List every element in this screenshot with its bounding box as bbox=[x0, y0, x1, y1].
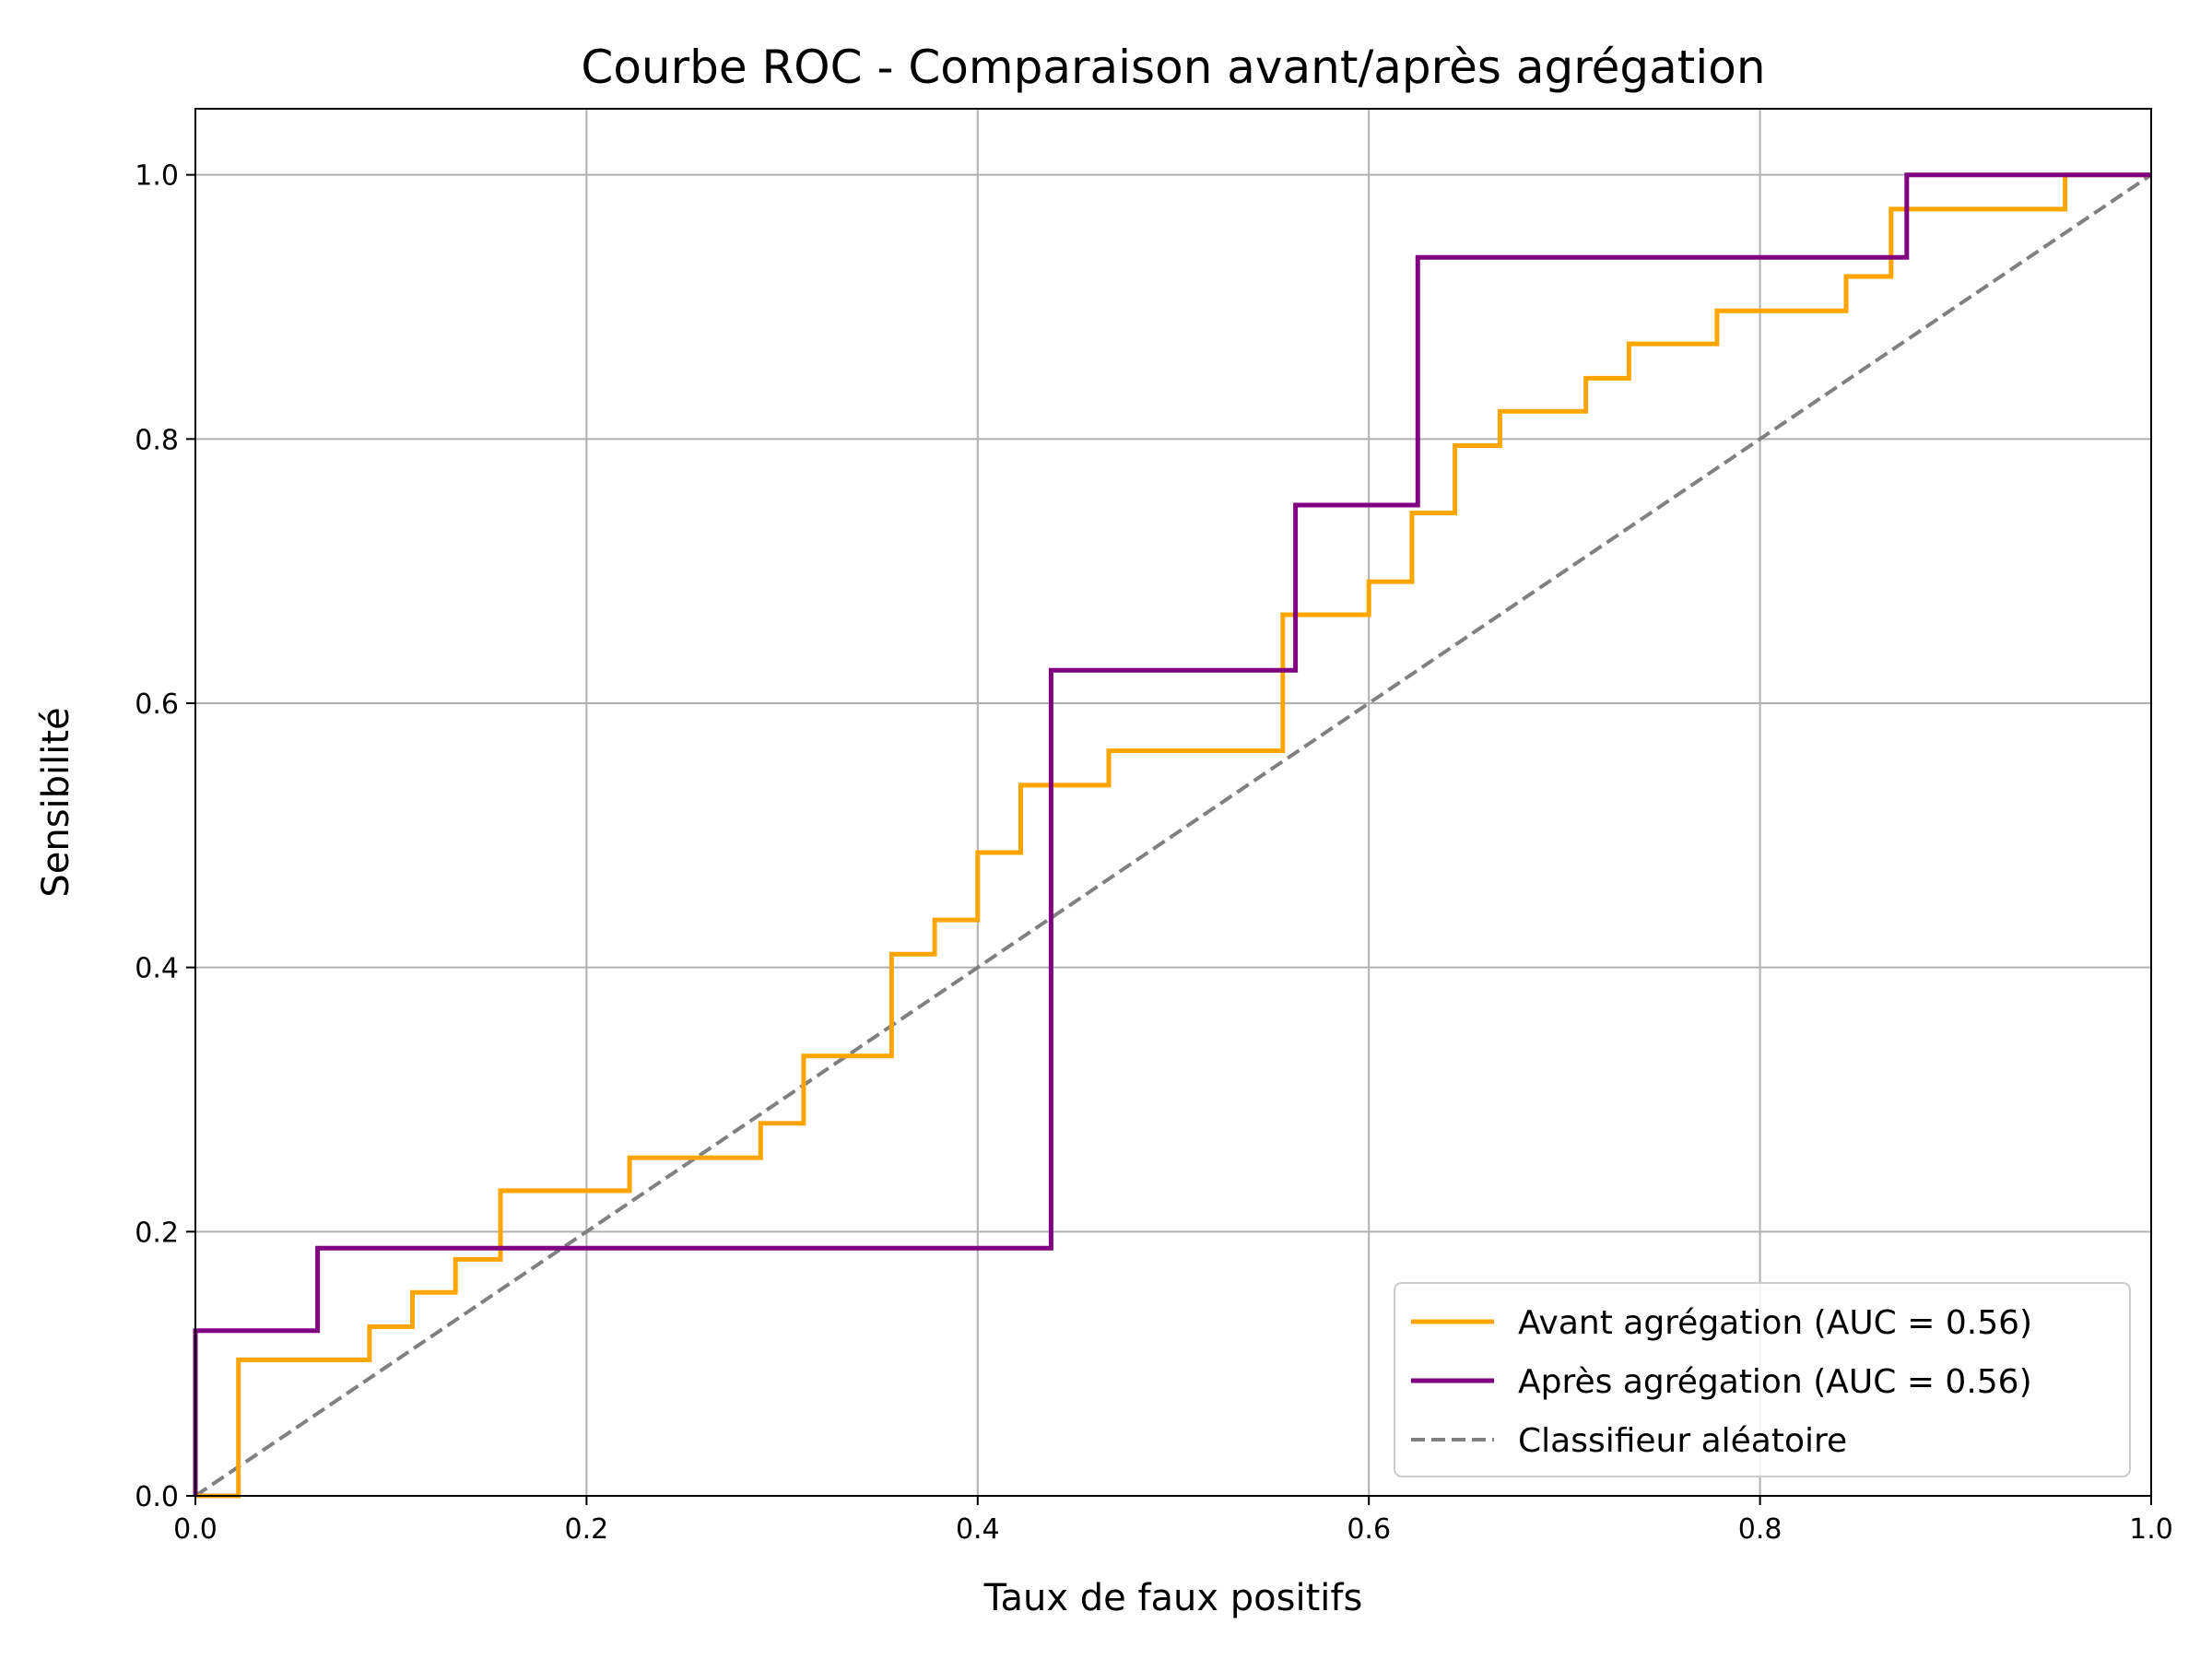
x-tick-label: 0.6 bbox=[1347, 1513, 1391, 1546]
grid-lines bbox=[194, 109, 2152, 1497]
plot-frame bbox=[194, 108, 2152, 1497]
y-axis-label: Sensibilité bbox=[35, 707, 77, 897]
x-tick-label: 0.0 bbox=[173, 1513, 218, 1546]
x-axis-label: Taux de faux positifs bbox=[983, 1577, 1363, 1619]
x-tick-label: 1.0 bbox=[2129, 1513, 2173, 1546]
legend-label-0: Avant agrégation (AUC = 0.56) bbox=[1518, 1304, 2032, 1342]
x-tick-label: 0.8 bbox=[1738, 1513, 1783, 1546]
axis-ticks: 0.0 0.2 0.4 0.6 0.8 1.0 0.0 0.2 0.4 0.6 0.8 1.0 bbox=[135, 160, 2173, 1546]
legend: Avant agrégation (AUC = 0.56) Après agrég… bbox=[1394, 1282, 2131, 1477]
series-line-2 bbox=[194, 173, 2153, 1498]
x-tick-label: 0.4 bbox=[956, 1513, 1000, 1546]
y-tick-label: 1.0 bbox=[135, 160, 179, 193]
y-tick-label: 0.8 bbox=[135, 424, 179, 456]
x-tick-label: 0.2 bbox=[565, 1513, 609, 1546]
legend-label-2: Classifieur aléatoire bbox=[1518, 1422, 1847, 1460]
y-tick-label: 0.6 bbox=[135, 688, 179, 721]
legend-label-1: Après agrégation (AUC = 0.56) bbox=[1518, 1363, 2032, 1401]
series-line-1 bbox=[193, 172, 2151, 1496]
series-line-0 bbox=[195, 172, 2151, 1499]
y-tick-label: 0.4 bbox=[135, 953, 179, 985]
legend-box bbox=[1394, 1282, 2131, 1477]
chart-title: Courbe ROC - Comparaison avant/après agr… bbox=[581, 41, 1765, 94]
series-lines bbox=[193, 172, 2153, 1499]
y-tick-label: 0.0 bbox=[135, 1481, 179, 1513]
y-tick-label: 0.2 bbox=[135, 1217, 179, 1249]
